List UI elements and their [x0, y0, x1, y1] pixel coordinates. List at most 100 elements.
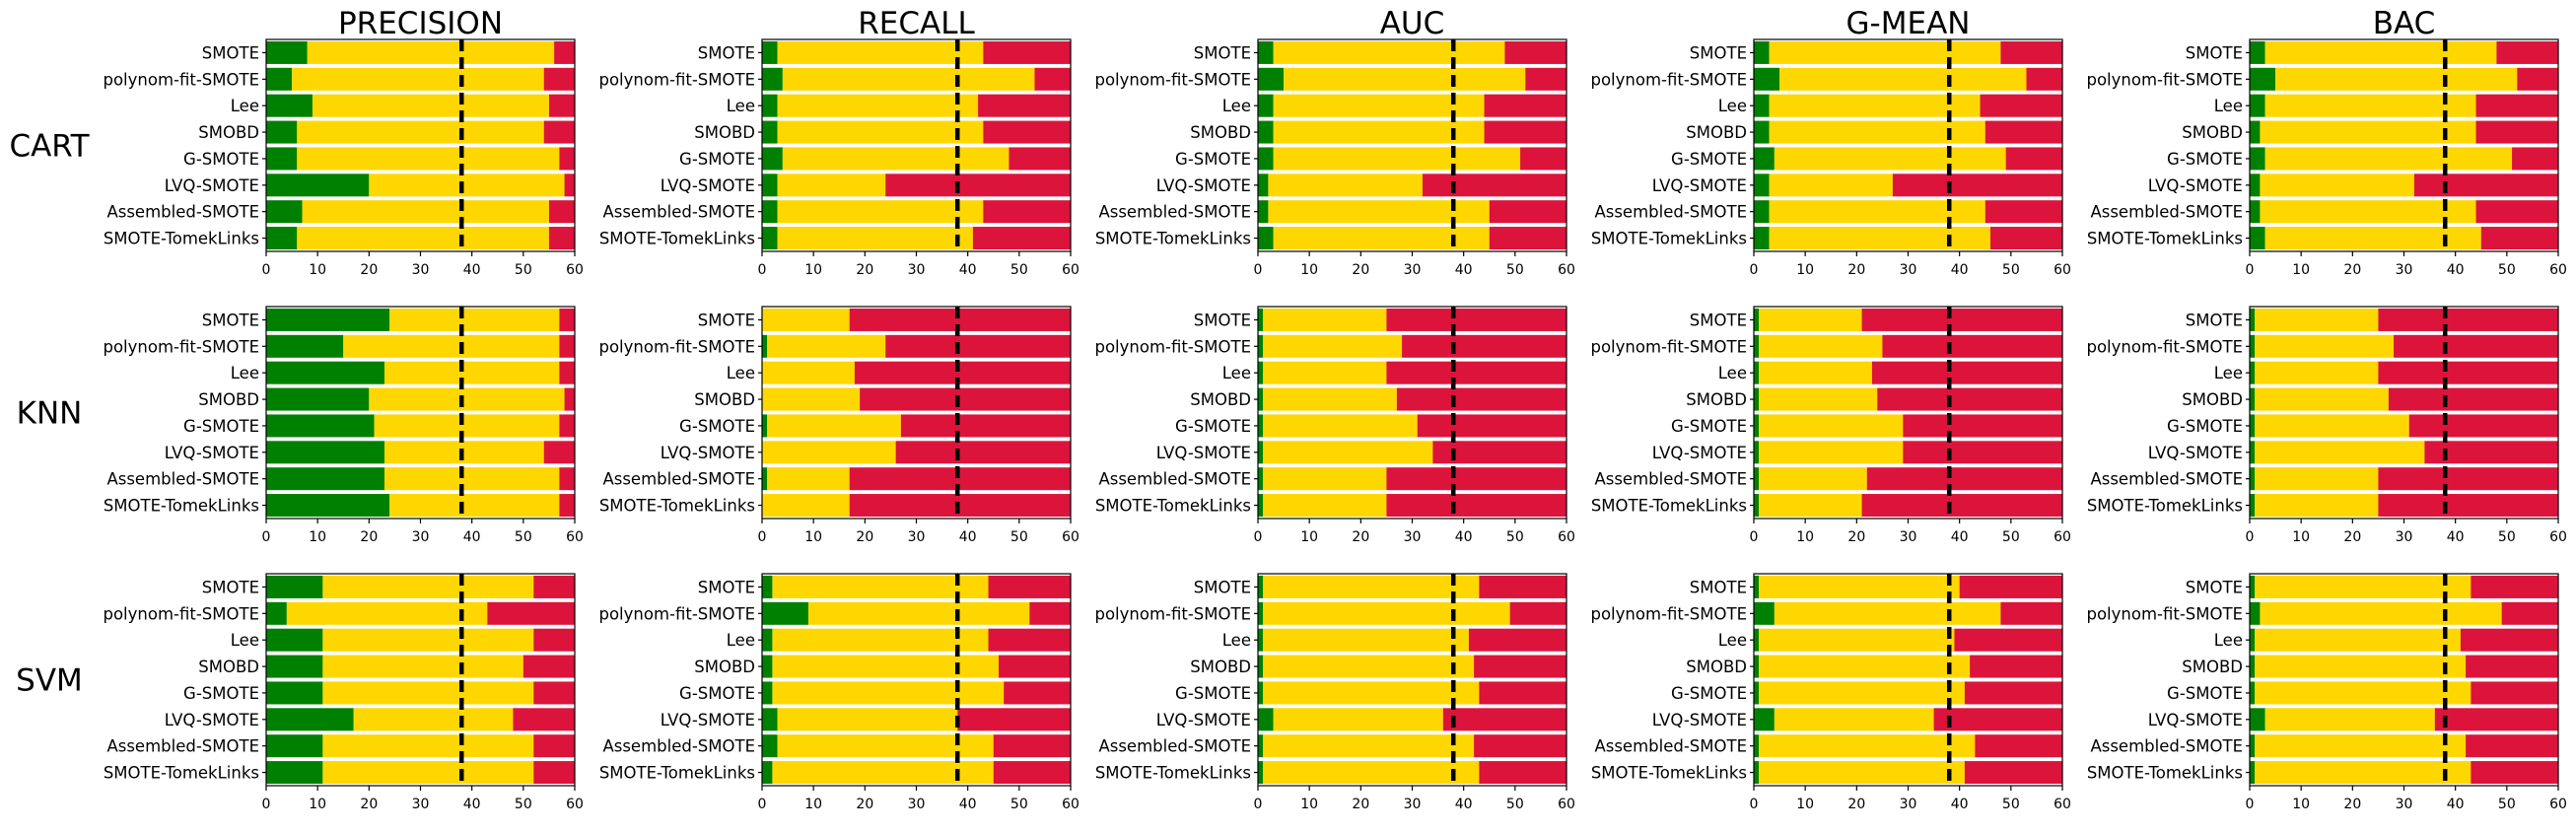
- method-label: G-SMOTE: [679, 417, 755, 436]
- x-tick-label: 20: [1847, 529, 1865, 545]
- bar-win: [1754, 200, 1770, 224]
- bar-tie: [312, 94, 549, 117]
- method-label: Lee: [1222, 364, 1251, 382]
- bar-loss: [2475, 120, 2558, 144]
- method-label: polynom-fit-SMOTE: [1590, 337, 1747, 356]
- x-tick-label: 50: [2002, 797, 2020, 812]
- bar-loss: [1479, 761, 1566, 785]
- method-label: Assembled-SMOTE: [1098, 203, 1251, 222]
- bar-tie: [297, 147, 560, 171]
- bar-win: [266, 147, 298, 171]
- x-tick-label: 50: [2498, 797, 2516, 812]
- bar-loss: [533, 628, 575, 652]
- bar-loss: [1861, 494, 2062, 518]
- bar-tie: [1759, 467, 1867, 491]
- bar-loss: [2005, 147, 2062, 171]
- x-tick-label: 10: [804, 262, 822, 278]
- x-tick-label: 10: [2292, 262, 2310, 278]
- bar-tie: [2255, 681, 2472, 705]
- method-label: LVQ-SMOTE: [1156, 444, 1251, 462]
- x-tick-label: 30: [412, 262, 430, 278]
- bar-tie: [2255, 308, 2379, 331]
- x-tick-label: 0: [1254, 529, 1263, 545]
- bar-loss: [1474, 734, 1566, 758]
- x-tick-label: 20: [2343, 262, 2361, 278]
- x-tick-label: 60: [566, 262, 584, 278]
- bar-win: [2250, 174, 2261, 197]
- bar-tie: [1759, 361, 1872, 384]
- bar-tie: [1769, 94, 1981, 117]
- method-label: SMOBD: [694, 658, 755, 676]
- x-tick-label: 0: [758, 262, 767, 278]
- bar-tie: [777, 708, 958, 731]
- bar-loss: [2517, 67, 2558, 91]
- bar-win: [762, 147, 783, 171]
- bar-loss: [1871, 361, 2062, 384]
- bar-loss: [900, 414, 1071, 438]
- x-tick-label: 60: [2054, 529, 2071, 545]
- bar-loss: [849, 467, 1071, 491]
- bar-win: [1754, 120, 1770, 144]
- x-tick-label: 0: [1254, 797, 1263, 812]
- bar-tie: [322, 681, 534, 705]
- bar-win: [762, 200, 778, 224]
- bar-tie: [383, 441, 544, 464]
- bar-loss: [559, 361, 575, 384]
- bar-tie: [1769, 40, 2001, 64]
- bar-tie: [2264, 708, 2435, 731]
- bar-loss: [2466, 734, 2558, 758]
- method-label: SMOTE-TomekLinks: [1095, 764, 1251, 783]
- method-label: SMOTE-TomekLinks: [2087, 497, 2243, 516]
- bar-win: [2250, 655, 2256, 678]
- bar-loss: [1959, 575, 2062, 598]
- x-tick-label: 0: [2246, 262, 2255, 278]
- bar-win: [762, 655, 773, 678]
- method-label: polynom-fit-SMOTE: [2086, 70, 2243, 89]
- bar-loss: [2408, 414, 2558, 438]
- bar-win: [1258, 494, 1264, 518]
- bar-loss: [849, 308, 1071, 331]
- x-tick-label: 30: [412, 797, 430, 812]
- method-label: LVQ-SMOTE: [165, 711, 259, 729]
- x-tick-label: 10: [309, 797, 326, 812]
- bar-loss: [1954, 628, 2062, 652]
- x-tick-label: 30: [908, 262, 926, 278]
- method-label: LVQ-SMOTE: [2148, 444, 2243, 462]
- method-label: G-SMOTE: [183, 417, 259, 436]
- bar-tie: [297, 227, 549, 250]
- bar-tie: [1263, 467, 1387, 491]
- method-label: G-SMOTE: [1671, 417, 1747, 436]
- x-tick-label: 50: [1506, 529, 1524, 545]
- bar-loss: [1489, 200, 1566, 224]
- bar-loss: [993, 734, 1071, 758]
- bar-tie: [383, 467, 560, 491]
- method-label: G-SMOTE: [2167, 417, 2243, 436]
- bar-win: [266, 441, 384, 464]
- bar-loss: [1004, 681, 1071, 705]
- bar-win: [266, 628, 323, 652]
- panel-knn-g-mean: [1750, 306, 2063, 523]
- bar-tie: [777, 174, 886, 197]
- bar-tie: [1263, 441, 1433, 464]
- bar-tie: [322, 628, 534, 652]
- method-label: SMOTE-TomekLinks: [1591, 230, 1747, 248]
- bar-win: [1754, 655, 1760, 678]
- bar-tie: [2275, 67, 2518, 91]
- method-label: Assembled-SMOTE: [1594, 470, 1747, 489]
- method-label: SMOTE-TomekLinks: [1095, 497, 1251, 516]
- x-tick-label: 20: [360, 797, 378, 812]
- bar-win: [266, 40, 308, 64]
- method-label: SMOTE: [202, 311, 259, 329]
- x-tick-label: 30: [1404, 797, 1422, 812]
- bar-win: [266, 67, 293, 91]
- bar-win: [762, 628, 773, 652]
- method-label: SMOTE: [698, 311, 755, 329]
- bar-loss: [1396, 387, 1566, 411]
- bar-tie: [772, 628, 989, 652]
- x-tick-label: 50: [515, 797, 532, 812]
- x-tick-label: 30: [2396, 797, 2413, 812]
- column-title-bac: BAC: [2373, 6, 2436, 41]
- panel-svm-g-mean: [1750, 573, 2063, 791]
- x-tick-label: 20: [1352, 529, 1369, 545]
- bar-tie: [772, 655, 999, 678]
